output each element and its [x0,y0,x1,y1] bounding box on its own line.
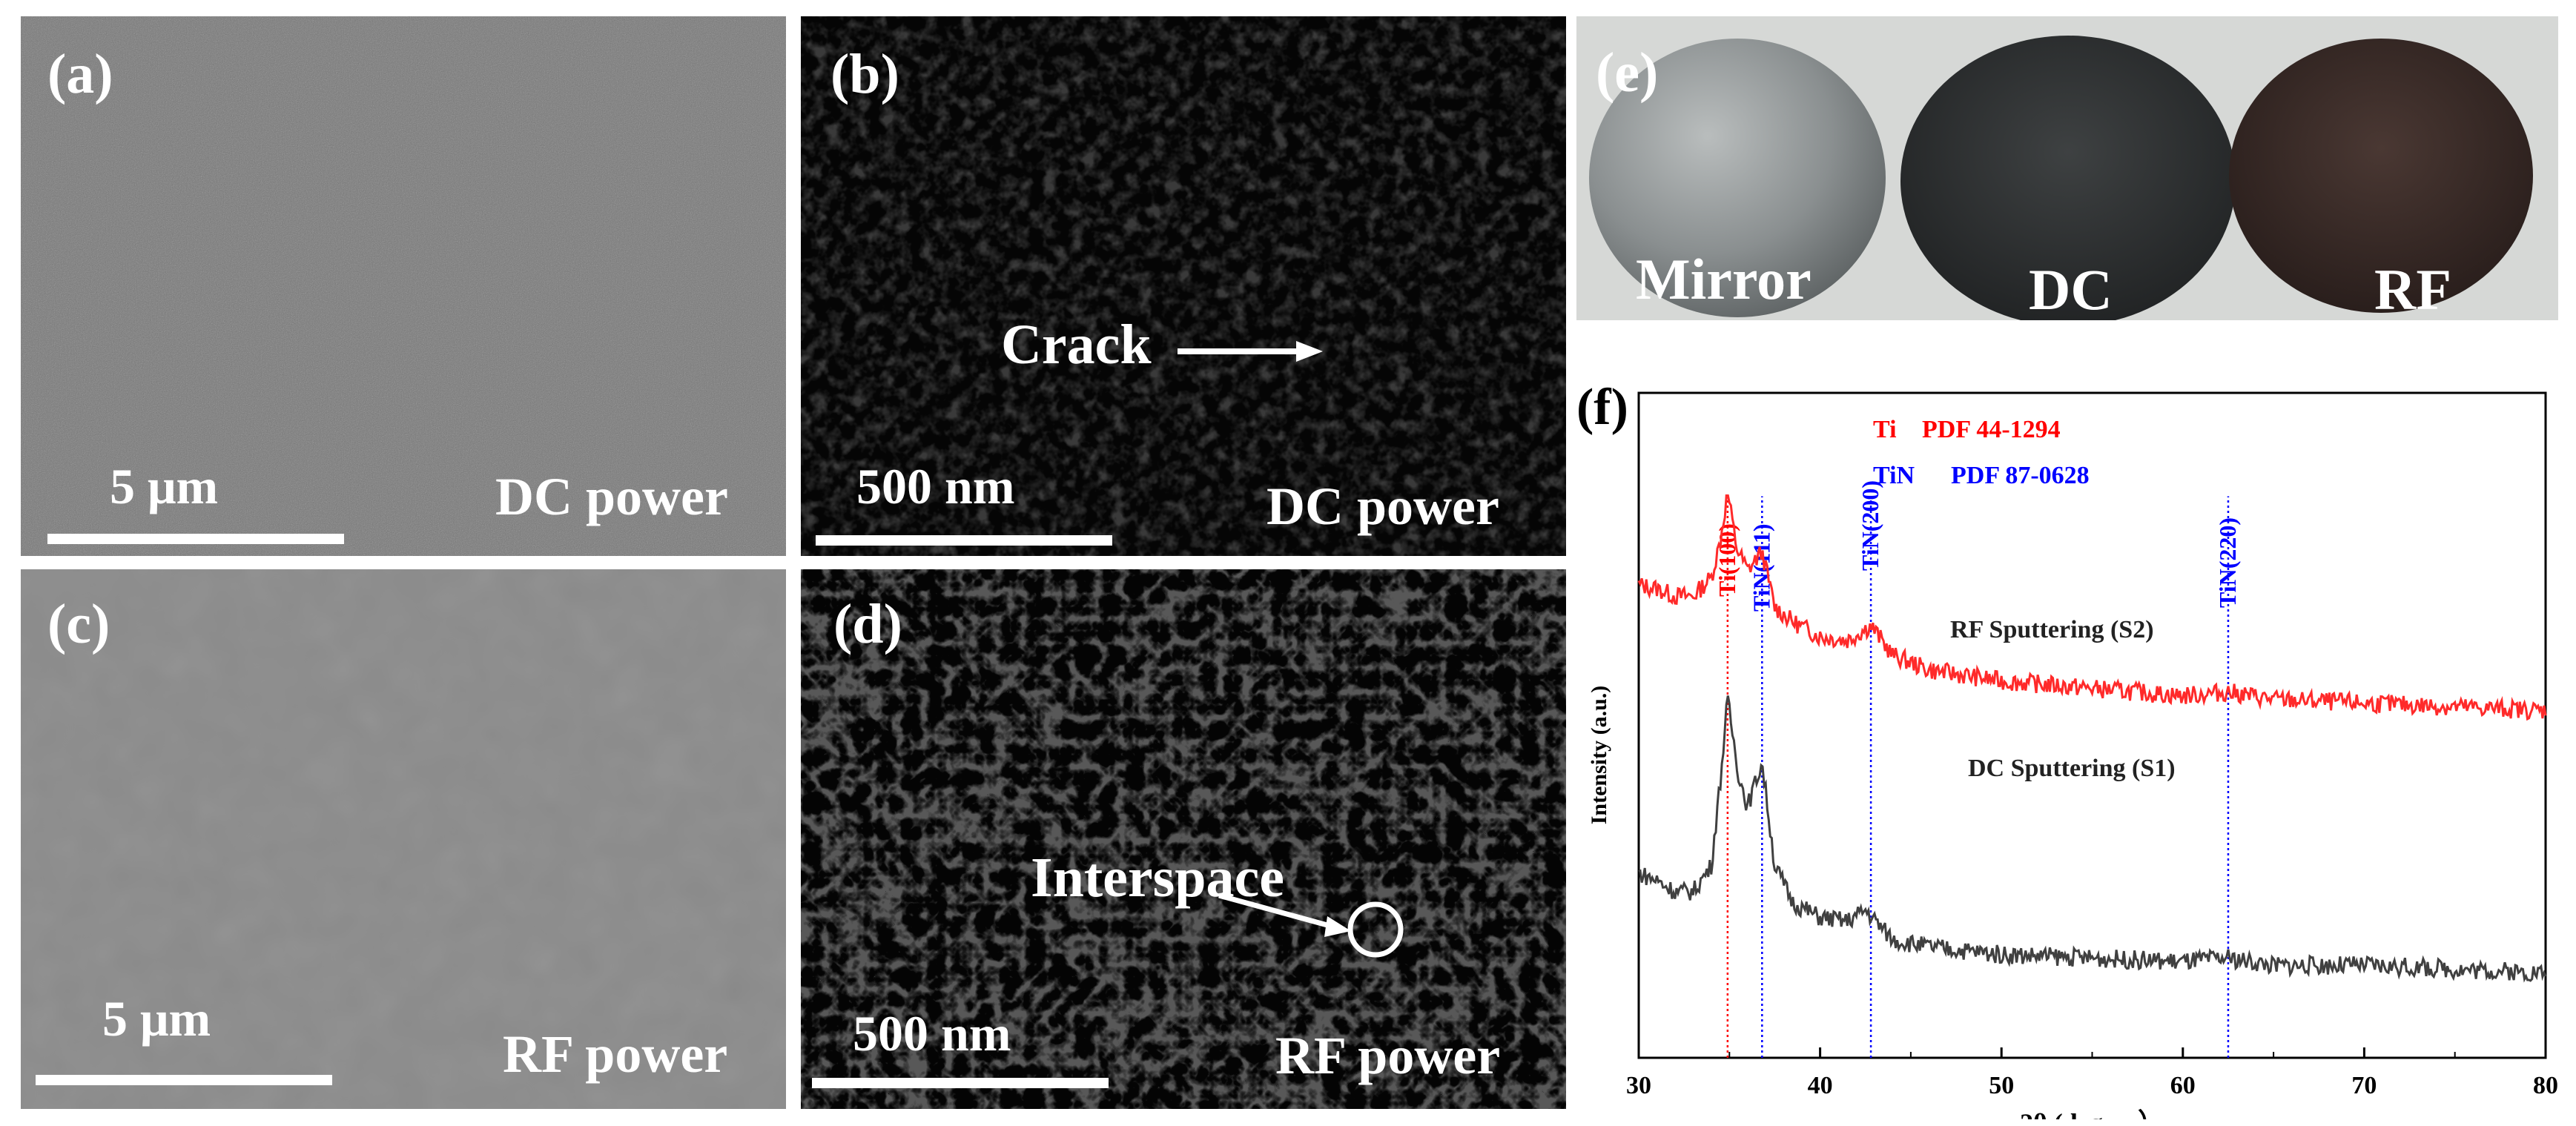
panel-label-d: (d) [833,593,902,655]
series-line [1638,695,2547,983]
y-axis-label: Intensity (a.u.) [1587,686,1611,825]
sem-texture-d [801,569,1566,1109]
scale-text-b: 500 nm [856,458,1015,514]
x-tick-label: 70 [2351,1072,2377,1099]
scale-text-d: 500 nm [853,1005,1011,1062]
panel-label-a: (a) [47,43,113,105]
sem-texture-b [801,16,1566,556]
xrd-panel-f: 30 40 50 60 70 80 2θ (degree） Intensity (a.u.) T… [1576,334,2570,1119]
scale-bar-b [816,535,1112,546]
condition-c: RF power [503,1024,728,1084]
annotation-crack: Crack [1001,314,1152,376]
condition-d: RF power [1275,1026,1501,1085]
legend-pdf: PDF 87-0628 [1951,462,2090,489]
series-line [1637,494,2547,721]
legend-phase: TiN [1873,462,1915,489]
rf-disc [2229,39,2533,313]
mirror-disc [1589,39,1886,317]
dc-disc [1900,36,2236,320]
sample-label-rf: RF [2374,257,2451,320]
panel-label-e: (e) [1596,42,1659,104]
photo-panel-e: (e) Mirror DC RF [1576,16,2558,320]
peak-marker-label: Ti(100) [1714,523,1740,597]
scale-text-a: 5 μm [110,458,219,514]
scale-bar-c [36,1075,332,1085]
arrow-icon [1178,341,1323,362]
scale-bar-a [47,534,344,544]
x-tick-label: 60 [2170,1072,2196,1099]
x-axis-label: 2θ (degree） [2020,1108,2164,1119]
sem-panel-d: (d) Interspace 500 nm RF power [801,569,1566,1109]
sem-texture-a [21,16,786,556]
condition-b: DC power [1266,477,1499,536]
x-tick-label: 80 [2533,1072,2558,1099]
panel-label-b: (b) [830,43,899,105]
sem-texture-c [21,569,786,1109]
sample-discs [1589,36,2533,320]
legend-pdf: PDF 44-1294 [1922,416,2061,443]
panel-label-f: (f) [1576,379,1628,436]
series-label: RF Sputtering (S2) [1950,616,2154,643]
sample-label-dc: DC [2029,257,2113,320]
peak-marker-label: TiN(200) [1857,480,1883,571]
peak-marker-label: TiN(220) [2214,517,2241,608]
interspace-marker [1218,892,1404,958]
x-tick-label: 50 [1989,1072,2014,1099]
sample-label-mirror: Mirror [1636,247,1812,311]
legend-phase: Ti [1873,416,1897,443]
annotation-interspace: Interspace [1031,847,1284,909]
sem-panel-c: (c) 5 μm RF power [21,569,786,1109]
x-tick-label: 30 [1626,1072,1651,1099]
series-label: DC Sputtering (S1) [1968,755,2176,782]
xrd-chart: 30 40 50 60 70 80 2θ (degree） Intensity (a.u.) T… [1587,391,2558,1119]
scale-bar-d [812,1078,1109,1088]
scale-text-c: 5 μm [102,990,211,1047]
sem-panel-b: (b) Crack 500 nm DC power [801,16,1566,556]
panel-label-c: (c) [47,593,110,655]
sem-panel-a: (a) 5 μm DC power [21,16,786,556]
x-tick-label: 40 [1808,1072,1833,1099]
condition-a: DC power [495,467,728,526]
